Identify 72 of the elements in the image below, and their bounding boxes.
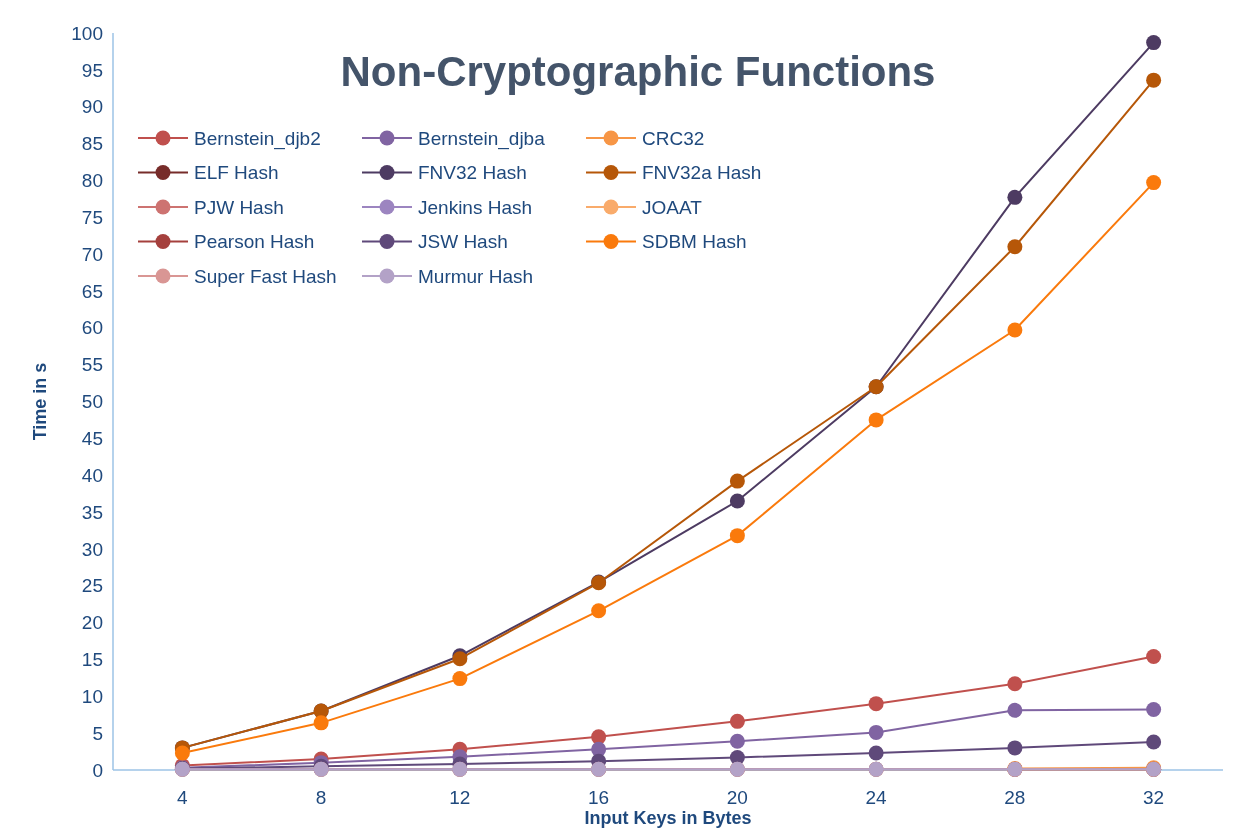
point <box>1007 322 1023 338</box>
y-tick-label: 35 <box>81 501 103 523</box>
legend-label: FNV32a Hash <box>642 162 762 184</box>
point <box>729 733 745 749</box>
point <box>591 603 607 619</box>
point <box>313 715 329 731</box>
y-tick-label: 10 <box>81 685 103 707</box>
point <box>729 473 745 489</box>
point <box>1146 734 1162 750</box>
legend-label: Murmur Hash <box>418 265 534 287</box>
x-tick-label: 16 <box>588 787 610 808</box>
point <box>1007 676 1023 692</box>
point <box>1007 702 1023 718</box>
legend-label: CRC32 <box>642 127 705 149</box>
point <box>1007 740 1023 756</box>
x-tick-label: 32 <box>1143 787 1165 808</box>
y-tick-label: 55 <box>81 354 103 376</box>
legend-label: FNV32 Hash <box>418 162 527 184</box>
x-tick-label: 28 <box>1004 787 1026 808</box>
point <box>1007 239 1023 255</box>
point <box>1146 72 1162 88</box>
x-tick-label: 4 <box>177 787 189 808</box>
y-axis-title: Time in s <box>30 362 50 441</box>
x-tick-label: 8 <box>315 787 327 808</box>
legend-label: Pearson Hash <box>194 231 315 253</box>
chart-title: Non-Cryptographic Functions <box>340 48 936 95</box>
point <box>868 696 884 712</box>
point <box>729 493 745 509</box>
point <box>868 745 884 761</box>
legend-label: Bernstein_djba <box>418 127 546 150</box>
point <box>1146 175 1162 191</box>
y-tick-label: 15 <box>81 649 103 671</box>
point <box>452 671 468 687</box>
y-tick-label: 85 <box>81 133 103 155</box>
legend-label: Super Fast Hash <box>194 265 337 287</box>
y-tick-label: 60 <box>81 317 103 339</box>
point <box>729 528 745 544</box>
legend-label: SDBM Hash <box>642 231 747 253</box>
point <box>591 729 607 745</box>
y-tick-label: 30 <box>81 538 103 560</box>
x-tick-label: 20 <box>726 787 748 808</box>
y-tick-label: 45 <box>81 428 103 449</box>
y-tick-label: 95 <box>81 59 103 81</box>
legend-label: PJW Hash <box>194 196 284 218</box>
legend-label: JOAAT <box>642 196 703 218</box>
point <box>868 412 884 428</box>
point <box>868 724 884 740</box>
x-tick-label: 24 <box>865 787 888 808</box>
point <box>1146 702 1162 718</box>
legend-label: Jenkins Hash <box>418 196 533 218</box>
point <box>1007 189 1023 205</box>
y-tick-label: 0 <box>92 759 103 781</box>
y-tick-label: 50 <box>81 391 103 413</box>
point <box>1146 35 1162 51</box>
y-tick-label: 25 <box>81 575 103 597</box>
y-tick-label: 5 <box>92 722 103 744</box>
y-tick-label: 80 <box>81 170 103 192</box>
legend-label: Bernstein_djb2 <box>194 127 321 150</box>
y-tick-label: 40 <box>81 464 103 486</box>
y-tick-label: 20 <box>81 612 103 634</box>
x-tick-label: 12 <box>449 787 471 808</box>
y-tick-label: 100 <box>71 22 103 44</box>
point <box>1146 649 1162 664</box>
point <box>174 745 190 761</box>
y-tick-label: 65 <box>81 280 103 302</box>
y-tick-label: 75 <box>81 206 103 228</box>
point <box>729 713 745 729</box>
y-tick-label: 90 <box>81 96 103 118</box>
legend-label: JSW Hash <box>418 231 508 253</box>
x-axis-title: Input Keys in Bytes <box>584 808 752 828</box>
legend-label: ELF Hash <box>194 162 279 184</box>
y-tick-label: 70 <box>81 243 103 265</box>
